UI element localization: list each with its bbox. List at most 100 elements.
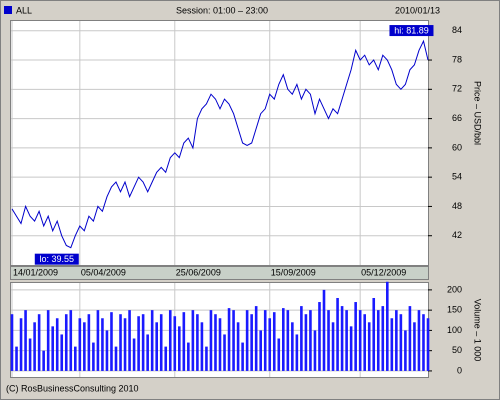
y-tick-label: 72 xyxy=(452,84,462,94)
volume-bar xyxy=(349,326,353,371)
y-tick-label: 100 xyxy=(447,325,462,335)
volume-bar xyxy=(146,334,149,371)
volume-bar xyxy=(51,326,54,371)
volume-bar xyxy=(37,314,41,371)
y-tick-label: 78 xyxy=(452,54,462,64)
volume-bar xyxy=(327,310,330,371)
date: 2010/01/13 xyxy=(395,5,440,15)
volume-bar xyxy=(105,330,109,371)
volume-bar xyxy=(42,350,45,371)
annotation: hi: 81.89 xyxy=(394,25,429,35)
volume-bar xyxy=(64,314,68,371)
volume-bar xyxy=(187,342,190,371)
volume-bar xyxy=(331,322,335,371)
volume-bar xyxy=(422,314,425,371)
volume-bar xyxy=(150,310,154,371)
volume-bar xyxy=(236,322,240,371)
volume-bar xyxy=(83,322,86,371)
volume-bar xyxy=(232,310,235,371)
volume-bar xyxy=(358,310,362,371)
volume-bar xyxy=(74,346,77,371)
volume-bar xyxy=(15,346,18,371)
y-tick-label: 150 xyxy=(447,305,462,315)
volume-bar xyxy=(114,346,118,371)
volume-bar xyxy=(60,334,64,371)
volume-bar xyxy=(46,310,50,371)
symbol: ALL xyxy=(16,5,32,15)
volume-bar xyxy=(227,308,231,371)
y-tick-label: 42 xyxy=(452,230,462,240)
y-tick-label: 0 xyxy=(457,365,462,375)
volume-bar xyxy=(119,314,122,371)
volume-bar xyxy=(200,322,204,371)
volume-bar xyxy=(101,318,104,371)
volume-bar xyxy=(218,318,222,371)
volume-bar xyxy=(309,310,312,371)
volume-bar xyxy=(110,312,113,371)
volume-bar xyxy=(96,310,100,371)
y-tick-label: 48 xyxy=(452,201,462,211)
volume-bar xyxy=(345,310,348,371)
x-tick-label: 15/09/2009 xyxy=(271,267,316,277)
x-tick-label: 25/06/2009 xyxy=(176,267,221,277)
y-tick-label: 50 xyxy=(452,345,462,355)
volume-bar xyxy=(69,310,73,371)
annotation-box xyxy=(34,253,79,265)
volume-bar xyxy=(395,310,398,371)
volume-bar xyxy=(272,312,276,371)
volume-bar xyxy=(408,306,412,371)
volume-bar xyxy=(92,342,95,371)
volume-bar xyxy=(295,334,299,371)
volume-bar xyxy=(196,314,199,371)
y-tick-label: 66 xyxy=(452,113,462,123)
y-axis-label: Volume – 1 000 xyxy=(473,299,483,362)
volume-bar xyxy=(10,314,14,371)
volume-bar xyxy=(33,322,36,371)
volume-bar xyxy=(87,314,91,371)
y-tick-label: 54 xyxy=(452,172,462,182)
volume-bar xyxy=(322,289,326,371)
price-line xyxy=(11,39,429,249)
volume-bar xyxy=(168,310,172,371)
volume-bar xyxy=(254,306,258,371)
volume-bar xyxy=(155,322,158,371)
volume-bar xyxy=(399,314,403,371)
volume-bar xyxy=(404,330,407,371)
volume-bar xyxy=(363,314,366,371)
volume-bar xyxy=(123,318,127,371)
volume-bar xyxy=(164,346,168,371)
volume-bar xyxy=(159,314,163,371)
x-tick-label: 14/01/2009 xyxy=(13,267,58,277)
volume-bar xyxy=(426,318,430,371)
volume-bar xyxy=(286,310,290,371)
volume-bar xyxy=(390,318,394,371)
symbol-icon xyxy=(4,6,12,14)
volume-bar xyxy=(55,318,59,371)
volume-bar xyxy=(354,302,357,371)
volume-bar xyxy=(182,312,186,371)
y-tick-label: 60 xyxy=(452,142,462,152)
x-tick-label: 05/12/2009 xyxy=(361,267,406,277)
volume-bar xyxy=(214,314,217,371)
volume-bar xyxy=(24,310,27,371)
volume-bar xyxy=(304,314,308,371)
y-tick-label: 200 xyxy=(447,284,462,294)
volume-bar xyxy=(141,314,145,371)
volume-bar xyxy=(268,318,272,371)
volume-bar xyxy=(277,338,281,371)
volume-bar xyxy=(300,306,303,371)
volume-bar xyxy=(132,338,136,371)
volume-bar xyxy=(178,326,181,371)
volume-bar xyxy=(367,322,371,371)
y-tick-label: 84 xyxy=(452,25,462,35)
volume-bar xyxy=(282,308,285,371)
volume-bar xyxy=(250,314,253,371)
volume-bar xyxy=(376,310,380,371)
date-strip xyxy=(10,266,429,280)
volume-bar xyxy=(372,297,376,371)
volume-bar xyxy=(191,310,195,371)
session: Session: 01:00 – 23:00 xyxy=(176,5,268,15)
volume-bar xyxy=(28,338,32,371)
volume-bar xyxy=(318,302,321,371)
volume-bar xyxy=(137,316,140,371)
